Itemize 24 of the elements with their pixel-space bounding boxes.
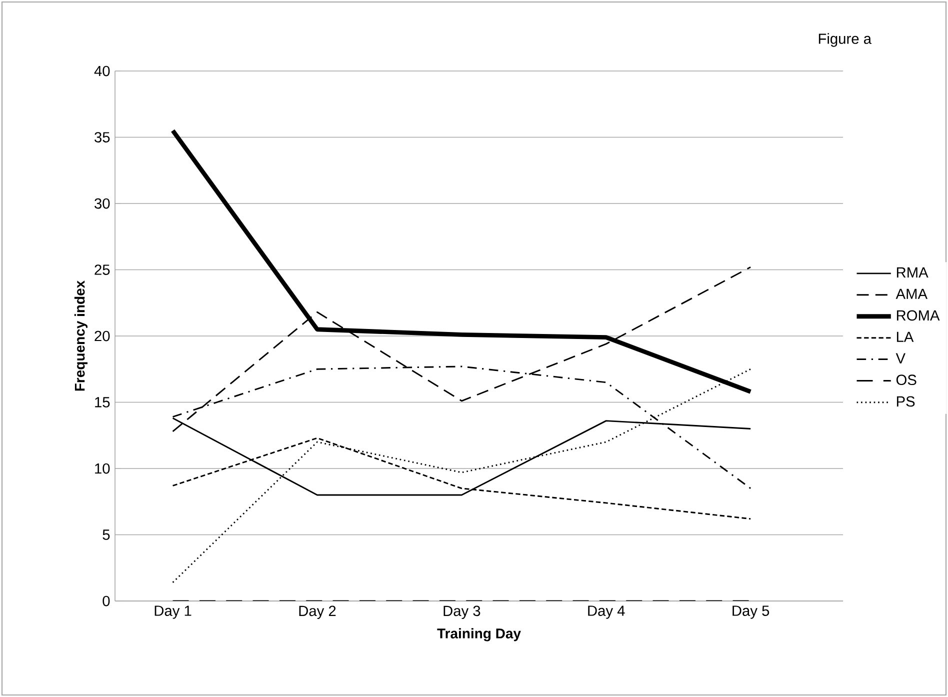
y-tick-label: 30 xyxy=(94,198,110,209)
legend-label: PS xyxy=(896,396,915,407)
x-tick-label: Day 5 xyxy=(732,606,770,619)
legend-label: V xyxy=(896,353,906,364)
y-tick-label: 15 xyxy=(95,397,110,408)
legend-label: OS xyxy=(896,374,916,386)
y-tick-label: 35 xyxy=(94,132,110,142)
legend-label: RMA xyxy=(896,267,928,278)
x-tick-label: Day 2 xyxy=(299,606,336,619)
y-tick-label: 25 xyxy=(94,264,110,275)
legend-label: ROMA xyxy=(896,310,940,321)
y-tick-label: 20 xyxy=(94,330,110,342)
y-tick-label: 40 xyxy=(94,66,110,76)
y-tick-label: 5 xyxy=(102,530,110,540)
x-tick-label: Day 3 xyxy=(444,606,480,619)
y-tick-label: 0 xyxy=(102,596,110,606)
y-axis-title: Frequency index xyxy=(74,280,88,391)
x-axis-title: Training Day xyxy=(437,628,521,642)
text: Figure a xyxy=(818,33,872,47)
y-tick-label: 10 xyxy=(95,463,110,474)
legend-label: AMA xyxy=(896,288,928,299)
x-tick-label: Day 1 xyxy=(154,606,192,619)
legend-label: LA xyxy=(896,332,914,342)
x-tick-label: Day 4 xyxy=(588,606,625,619)
